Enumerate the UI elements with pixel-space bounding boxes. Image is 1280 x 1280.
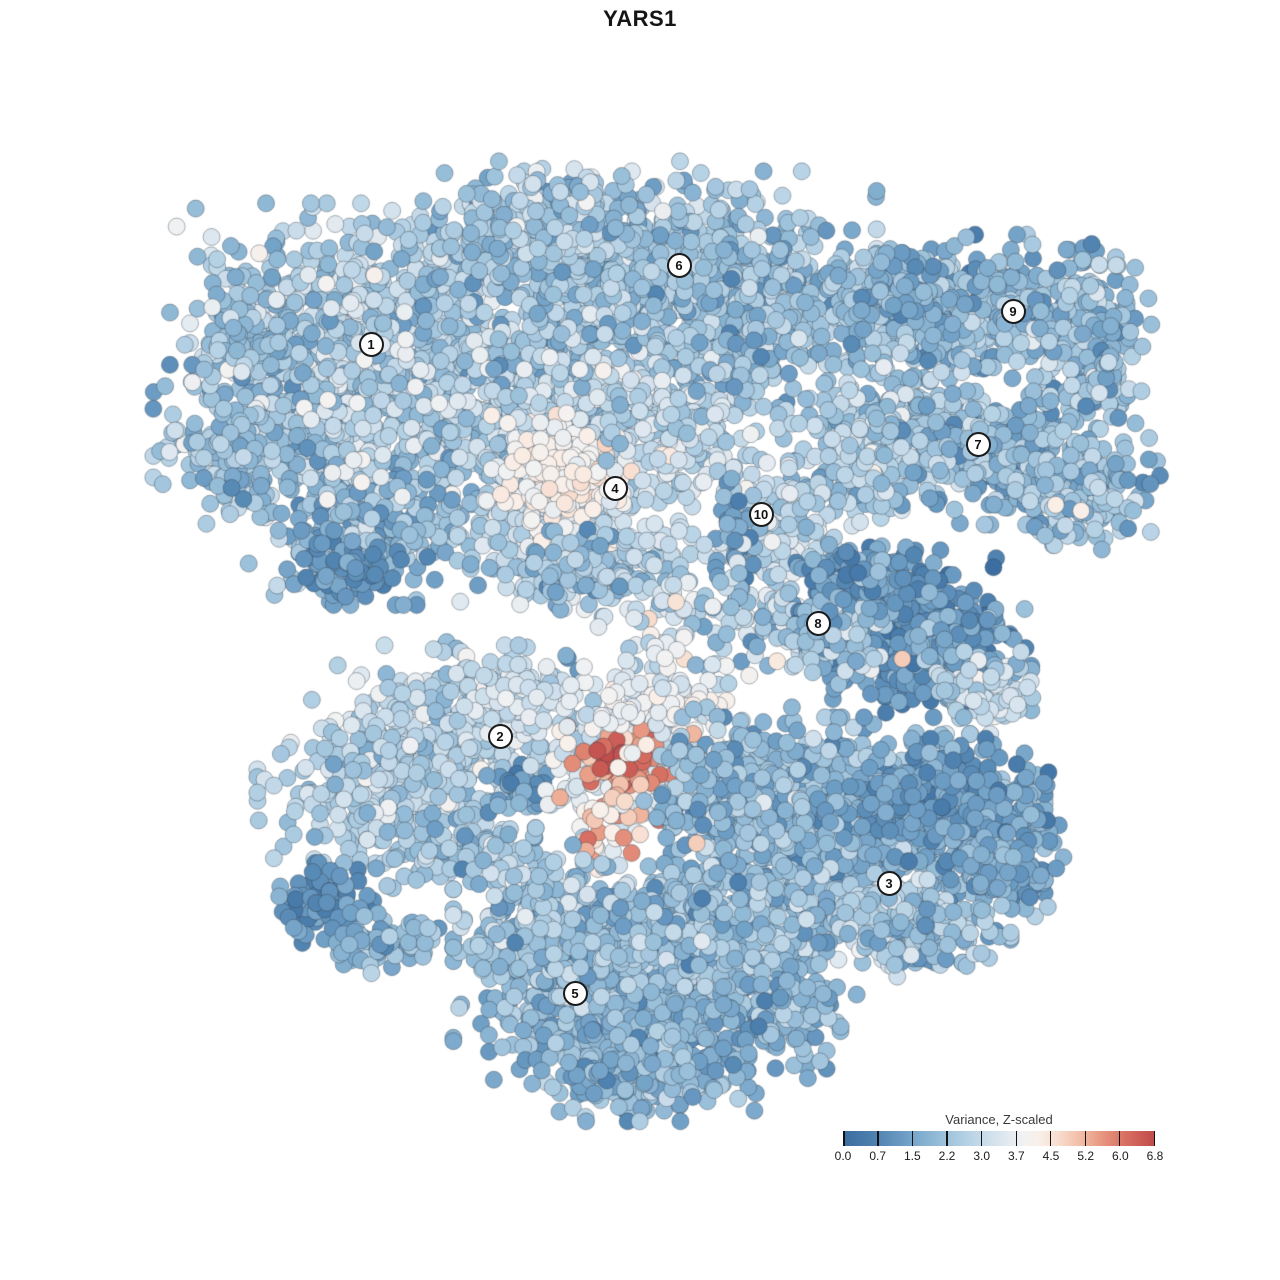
cluster-label-5: 5 [562, 980, 588, 1006]
colorbar-tick [843, 1131, 845, 1146]
colorbar-tick-label: 1.5 [903, 1149, 921, 1163]
colorbar-tick-label: 6.8 [1146, 1149, 1164, 1163]
colorbar-tick-label: 5.2 [1077, 1149, 1094, 1163]
colorbar-legend: Variance, Z-scaled 0.0 0.7 1.5 2.2 3.0 3.7 4.5… [835, 1112, 1164, 1165]
colorbar-tick-label: 6.0 [1111, 1149, 1129, 1163]
colorbar-tick-labels: 0.0 0.7 1.5 2.2 3.0 3.7 4.5 5.2 6.0 6.8 [835, 1149, 1164, 1165]
cluster-label-8: 8 [805, 610, 831, 636]
cluster-label-7: 7 [965, 431, 991, 457]
colorbar-tick [877, 1131, 879, 1146]
colorbar-tick [1084, 1131, 1086, 1146]
colorbar-tick [1153, 1131, 1155, 1146]
colorbar-tick [1049, 1131, 1052, 1146]
cluster-label-4: 4 [602, 475, 628, 501]
cluster-label-6: 6 [666, 252, 692, 278]
colorbar-title: Variance, Z-scaled [945, 1112, 1053, 1127]
colorbar-tick [1118, 1131, 1121, 1146]
cluster-label-9: 9 [1000, 298, 1026, 324]
colorbar-tick-label: 0.7 [869, 1149, 886, 1163]
cluster-label-10: 10 [748, 501, 774, 527]
cluster-label-3: 3 [876, 870, 902, 896]
colorbar-tick-label: 2.2 [938, 1149, 956, 1163]
colorbar-tick [946, 1131, 948, 1146]
colorbar-tick-label: 4.5 [1042, 1149, 1060, 1163]
colorbar-tick-label: 3.7 [1007, 1149, 1025, 1163]
colorbar-gradient [843, 1131, 1155, 1146]
colorbar-tick [980, 1131, 983, 1146]
cluster-label-1: 1 [358, 331, 384, 357]
colorbar-tick [911, 1131, 914, 1146]
colorbar-tick-label: 3.0 [973, 1149, 990, 1163]
colorbar-tick [1015, 1131, 1017, 1146]
colorbar-tick-label: 0.0 [834, 1149, 852, 1163]
cluster-label-2: 2 [487, 723, 513, 749]
colorbar [843, 1131, 1155, 1146]
